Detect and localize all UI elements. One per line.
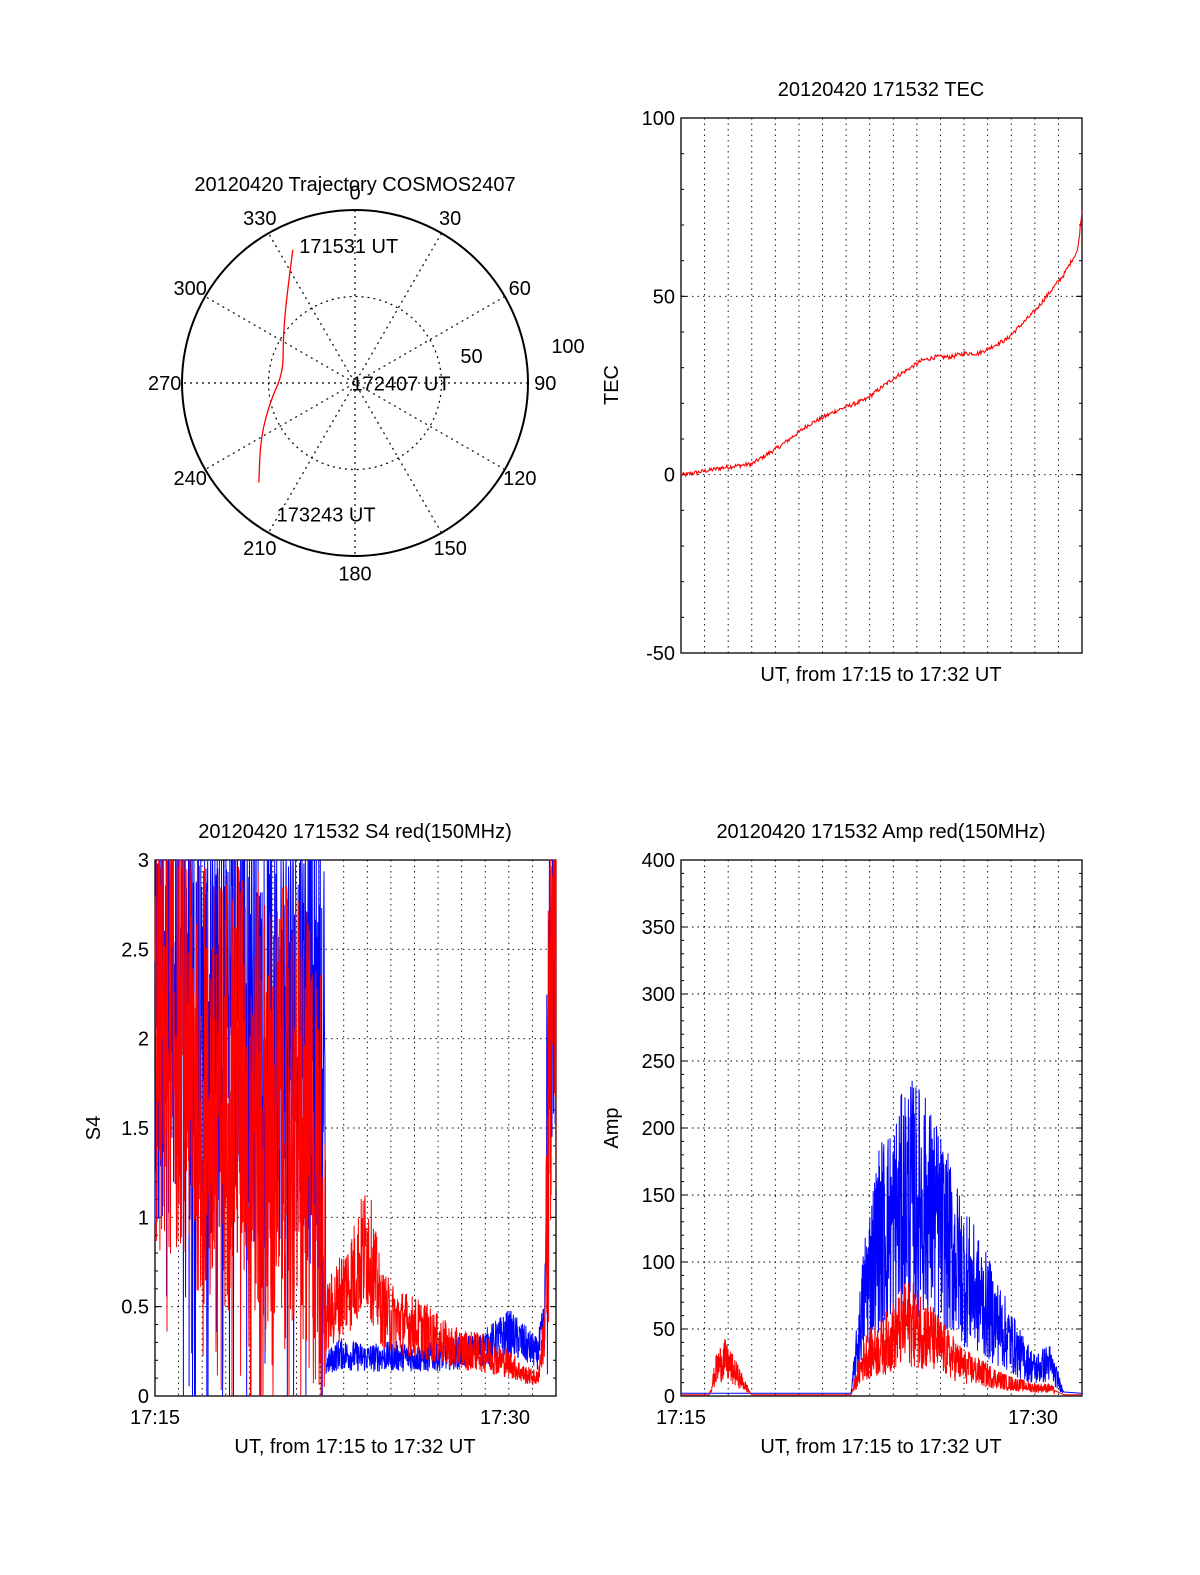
polar-spoke — [204, 295, 506, 471]
s4-ytick-label: 3 — [138, 850, 149, 872]
s4-xlabel: UT, from 17:15 to 17:32 UT — [234, 1436, 475, 1458]
amp-xtick-label: 17:15 — [656, 1407, 706, 1429]
polar-spoke — [204, 295, 506, 471]
tec-panel: 20120420 171532 TEC UT, from 17:15 to 17… — [601, 79, 1083, 686]
trajectory-annotation: 172407 UT — [352, 374, 451, 396]
amp-title: 20120420 171532 Amp red(150MHz) — [716, 821, 1045, 843]
tec-xlabel: UT, from 17:15 to 17:32 UT — [760, 664, 1001, 686]
polar-angle-label: 210 — [243, 538, 276, 560]
amp-ytick-label: 250 — [642, 1051, 675, 1073]
amp-plot-frame — [680, 859, 1083, 1397]
tec-ytick-label: -50 — [646, 643, 675, 665]
amp-ytick-label: 150 — [642, 1185, 675, 1207]
trajectory-annotation: 173243 UT — [277, 504, 376, 526]
polar-spoke — [267, 232, 443, 534]
trajectory-annotation: 171531 UT — [299, 236, 398, 258]
polar-angle-label: 240 — [174, 468, 207, 490]
polar-spoke — [267, 232, 443, 534]
s4-title: 20120420 171532 S4 red(150MHz) — [198, 821, 512, 843]
polar-angle-label: 150 — [433, 538, 466, 560]
amp-ytick-label: 350 — [642, 917, 675, 939]
polar-angle-label: 270 — [148, 373, 181, 395]
polar-title: 20120420 Trajectory COSMOS2407 — [194, 174, 515, 196]
polar-angle-label: 90 — [534, 373, 556, 395]
tec-ytick-label: 0 — [664, 465, 675, 487]
amp-ytick-label: 50 — [653, 1319, 675, 1341]
amp-xlabel: UT, from 17:15 to 17:32 UT — [760, 1436, 1001, 1458]
s4-ytick-label: 0.5 — [121, 1297, 149, 1319]
s4-xtick-label: 17:15 — [130, 1407, 180, 1429]
amp-xtick-label: 17:30 — [1008, 1407, 1058, 1429]
polar-angle-label: 300 — [174, 278, 207, 300]
polar-angle-label: 180 — [338, 563, 371, 585]
polar-trajectory-panel: 20120420 Trajectory COSMOS2407 0 30 60 90 12… — [148, 174, 585, 585]
polar-angle-label: 120 — [503, 468, 536, 490]
s4-xtick-label: 17:30 — [480, 1407, 530, 1429]
amp-blue-line — [681, 1080, 1082, 1394]
tec-plot-frame — [680, 117, 1083, 654]
s4-ylabel: S4 — [83, 1116, 105, 1140]
s4-ytick-label: 1.5 — [121, 1118, 149, 1140]
amp-ylabel: Amp — [601, 1107, 623, 1148]
amp-red-line — [681, 1282, 1082, 1396]
s4-red-line — [154, 859, 557, 1397]
polar-radial-label: 100 — [551, 336, 584, 358]
s4-ytick-label: 0 — [138, 1386, 149, 1408]
polar-angle-label: 30 — [439, 208, 461, 230]
amp-ytick-label: 300 — [642, 984, 675, 1006]
tec-ylabel: TEC — [601, 365, 623, 405]
trajectory-line — [258, 249, 294, 483]
amp-ytick-label: 0 — [664, 1386, 675, 1408]
s4-ytick-label: 2 — [138, 1029, 149, 1051]
polar-radial-label: 50 — [460, 346, 482, 368]
s4-ytick-label: 2.5 — [121, 939, 149, 961]
polar-angle-label: 330 — [243, 208, 276, 230]
s4-ytick-label: 1 — [138, 1207, 149, 1229]
tec-line — [680, 210, 1083, 478]
amp-ytick-label: 100 — [642, 1252, 675, 1274]
amp-ytick-label: 200 — [642, 1118, 675, 1140]
amp-panel: 20120420 171532 Amp red(150MHz) UT, from… — [601, 821, 1083, 1458]
tec-ytick-label: 100 — [642, 108, 675, 130]
tec-title: 20120420 171532 TEC — [778, 79, 984, 101]
polar-angle-label: 0 — [349, 183, 360, 205]
amp-ytick-label: 400 — [642, 850, 675, 872]
s4-panel: 20120420 171532 S4 red(150MHz) UT, from … — [83, 821, 557, 1458]
tec-ytick-label: 50 — [653, 286, 675, 308]
polar-angle-label: 60 — [509, 278, 531, 300]
